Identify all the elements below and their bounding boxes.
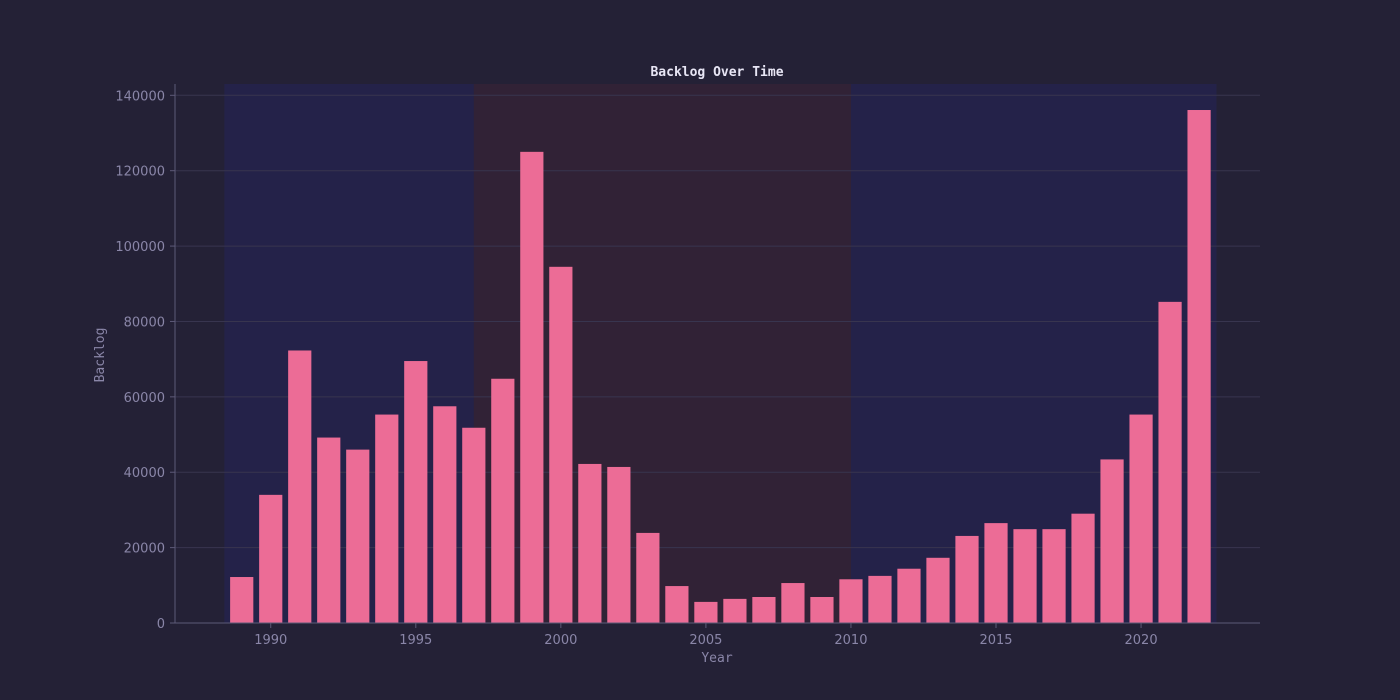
bar-1994 — [375, 414, 399, 623]
bar-2019 — [1100, 459, 1124, 623]
bar-2002 — [607, 466, 631, 623]
x-tick-label-2010: 2010 — [834, 633, 867, 648]
bar-2017 — [1042, 529, 1066, 623]
axes — [174, 84, 1260, 624]
y-tick-label-120000: 120000 — [115, 165, 165, 180]
bar-1998 — [491, 378, 515, 623]
x-tick-label-2000: 2000 — [544, 633, 577, 648]
bar-1997 — [462, 427, 486, 623]
bar-2021 — [1158, 301, 1182, 623]
bar-2010 — [839, 579, 863, 623]
bar-2007 — [752, 596, 776, 623]
bar-2005 — [694, 601, 718, 623]
bar-2011 — [868, 575, 892, 623]
x-tick-label-2020: 2020 — [1125, 633, 1158, 648]
bar-2022 — [1187, 110, 1211, 623]
y-tick-label-40000: 40000 — [124, 466, 165, 481]
bar-2000 — [549, 266, 573, 623]
y-tick-label-60000: 60000 — [124, 391, 165, 406]
y-tick-label-20000: 20000 — [124, 542, 165, 557]
bar-1993 — [346, 449, 370, 623]
x-tick-label-1995: 1995 — [399, 633, 432, 648]
y-ticks: 0 20000 40000 60000 80000 100000 120000 140000 — [115, 89, 175, 632]
bar-1990 — [259, 494, 283, 623]
bar-2018 — [1071, 513, 1095, 623]
bar-2003 — [636, 532, 660, 623]
chart-title: Backlog Over Time — [650, 65, 783, 80]
bar-2006 — [723, 598, 747, 623]
bar-2012 — [897, 568, 921, 623]
bar-1991 — [288, 350, 312, 623]
y-tick-label-80000: 80000 — [124, 315, 165, 330]
x-tick-label-1990: 1990 — [254, 633, 287, 648]
x-ticks: 1990 1995 2000 2005 2010 2015 2020 — [254, 623, 1158, 648]
bar-2001 — [578, 463, 602, 623]
bar-1995 — [404, 361, 428, 623]
bars — [230, 110, 1211, 623]
bar-2015 — [984, 523, 1008, 623]
bar-2020 — [1129, 414, 1153, 623]
bar-1996 — [433, 406, 457, 623]
bar-1992 — [317, 437, 341, 623]
bar-1999 — [520, 151, 544, 623]
y-tick-label-0: 0 — [157, 617, 165, 632]
bar-2014 — [955, 535, 979, 623]
bar-2009 — [810, 596, 834, 623]
bar-2008 — [781, 583, 805, 623]
bar-2016 — [1013, 529, 1037, 623]
bar-2013 — [926, 557, 950, 623]
bar-1989 — [230, 577, 254, 623]
y-axis-label: Backlog — [93, 328, 108, 383]
y-tick-label-140000: 140000 — [115, 89, 165, 104]
y-tick-label-100000: 100000 — [115, 240, 165, 255]
x-tick-label-2005: 2005 — [689, 633, 722, 648]
shaded-bands — [224, 84, 1217, 623]
x-tick-label-2015: 2015 — [979, 633, 1012, 648]
x-axis-label: Year — [701, 651, 732, 666]
bar-2004 — [665, 586, 689, 623]
